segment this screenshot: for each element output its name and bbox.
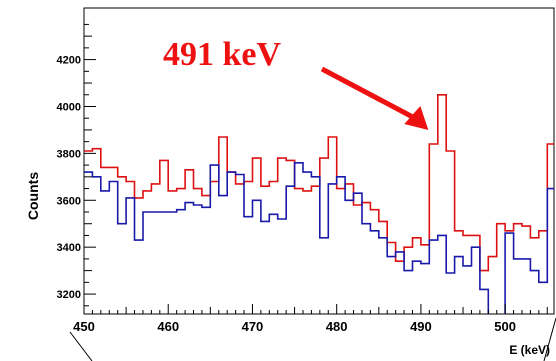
decor-line-left <box>69 331 93 361</box>
peak-annotation-label: 491 keV <box>163 36 282 73</box>
x-axis-title: E (keV) <box>509 343 550 357</box>
y-tick-label: 4200 <box>57 55 81 67</box>
y-tick-label: 3400 <box>57 242 81 254</box>
x-tick-label: 500 <box>494 319 516 334</box>
peak-annotation-arrow <box>320 66 429 130</box>
decor-line-right <box>543 317 556 361</box>
x-tick-label: 480 <box>326 319 348 334</box>
y-tick-label: 3200 <box>57 289 81 301</box>
chart-frame <box>69 7 556 361</box>
chart-axes: 450 460 470 480 490 500 3200 3400 3600 3800 4000 42… <box>57 23 548 334</box>
x-tick-label: 450 <box>73 319 95 334</box>
x-tick-label: 490 <box>410 319 432 334</box>
series-line-0 <box>84 94 554 272</box>
y-tick-label: 4000 <box>57 101 81 113</box>
y-tick-label: 3800 <box>57 148 81 160</box>
x-tick-label: 470 <box>242 319 264 334</box>
arrow-head <box>404 106 429 130</box>
arrow-shaft <box>320 66 420 123</box>
chart-series <box>84 94 554 314</box>
y-tick-label: 3600 <box>57 195 81 207</box>
x-tick-label: 460 <box>157 319 179 334</box>
series-line-1 <box>84 162 554 314</box>
y-axis-title: Counts <box>25 172 41 220</box>
